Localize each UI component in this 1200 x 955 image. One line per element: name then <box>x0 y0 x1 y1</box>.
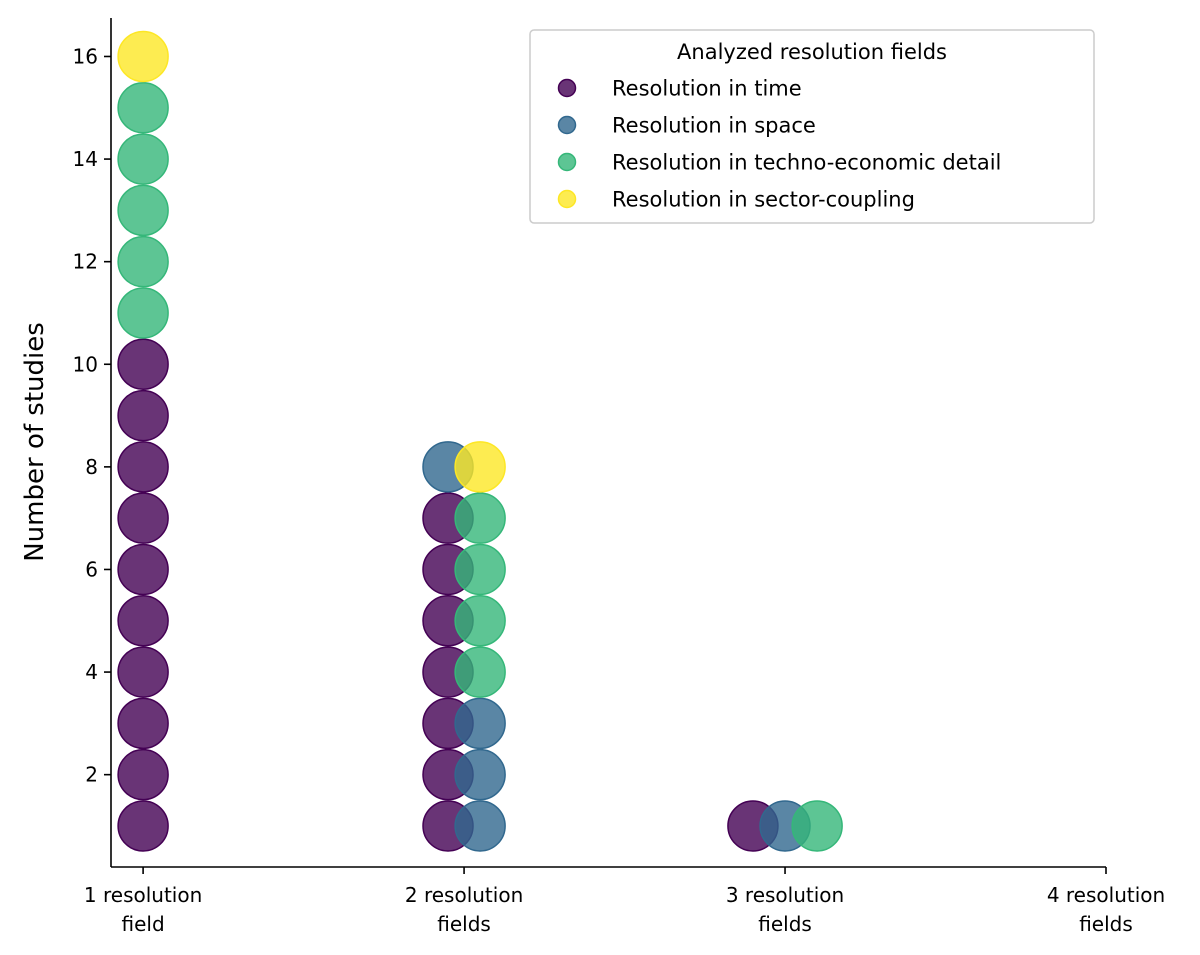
legend-marker <box>557 152 577 172</box>
point-series-0-6 <box>117 492 169 544</box>
y-tick-label: 2 <box>85 763 98 787</box>
point-series-0-7 <box>117 441 169 493</box>
x-tick-label-line2: fields <box>1079 912 1133 936</box>
point-series-2-5 <box>454 646 506 698</box>
x-tick-label: 4 resolution <box>1047 883 1165 907</box>
legend-title: Analyzed resolution fields <box>677 40 947 64</box>
y-axis-title: Number of studies <box>20 322 50 562</box>
x-tick-label-line2: fields <box>437 912 491 936</box>
legend-label: Resolution in sector-coupling <box>612 188 915 212</box>
point-series-1-2 <box>454 748 506 801</box>
point-series-0-8 <box>117 389 169 442</box>
point-series-3-1 <box>454 441 506 493</box>
point-series-0-5 <box>117 543 169 596</box>
point-series-2-9 <box>791 800 843 852</box>
x-tick-label: 1 resolution <box>84 883 202 907</box>
legend-marker <box>557 115 577 135</box>
y-tick-label: 14 <box>73 147 98 171</box>
point-series-3-0 <box>117 30 169 83</box>
x-tick-label: 2 resolution <box>405 883 523 907</box>
y-tick-label: 12 <box>73 250 98 274</box>
point-series-0-9 <box>117 338 169 391</box>
point-series-0-1 <box>117 748 169 801</box>
point-series-2-3 <box>117 133 169 185</box>
x-tick-label-line2: fields <box>758 912 812 936</box>
point-series-2-1 <box>117 235 169 288</box>
point-series-2-0 <box>117 287 169 339</box>
point-series-1-1 <box>454 800 506 852</box>
y-tick-label: 10 <box>73 352 98 376</box>
y-tick-label: 4 <box>85 660 98 684</box>
point-series-0-2 <box>117 697 169 750</box>
point-series-2-7 <box>454 543 506 596</box>
y-tick-label: 16 <box>73 44 98 68</box>
legend-items: Resolution in time Resolution in space Res… <box>557 77 1001 212</box>
legend-label: Resolution in techno-economic detail <box>612 151 1001 175</box>
point-series-1-3 <box>454 697 506 750</box>
point-series-2-4 <box>117 82 169 134</box>
x-tick-label: 3 resolution <box>726 883 844 907</box>
point-series-0-4 <box>117 595 169 647</box>
legend-frame <box>529 29 1095 224</box>
x-tick-label-line2: field <box>122 912 165 936</box>
x-ticks: 1 resolution field 2 resolution fields 3 res… <box>84 867 1165 936</box>
legend-label: Resolution in space <box>612 114 816 138</box>
legend: Analyzed resolution fields Resolution in… <box>529 29 1095 224</box>
legend-marker <box>557 189 577 209</box>
legend-marker <box>557 78 577 98</box>
point-series-0-3 <box>117 646 169 698</box>
point-series-2-8 <box>454 492 506 544</box>
data-points <box>117 30 843 852</box>
point-series-0-0 <box>117 800 169 852</box>
y-ticks: 2 4 6 8 10 12 14 16 <box>73 44 111 787</box>
legend-label: Resolution in time <box>612 77 802 101</box>
point-series-2-6 <box>454 595 506 647</box>
point-series-2-2 <box>117 184 169 237</box>
y-tick-label: 6 <box>85 557 98 581</box>
y-tick-label: 8 <box>85 455 98 479</box>
